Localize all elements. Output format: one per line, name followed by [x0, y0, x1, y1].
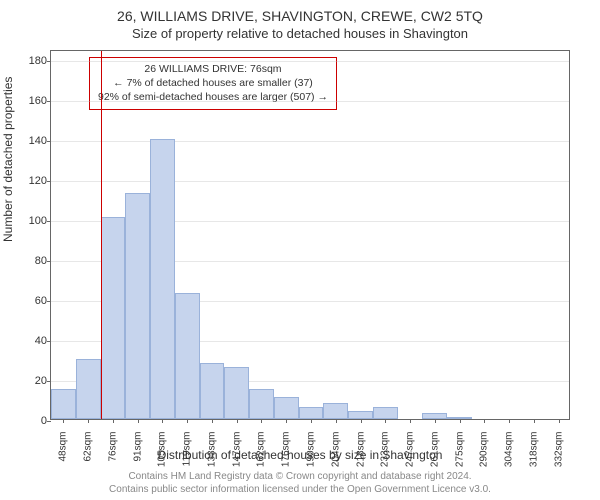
- chart-title-main: 26, WILLIAMS DRIVE, SHAVINGTON, CREWE, C…: [0, 0, 600, 24]
- y-grid-line: [51, 181, 569, 182]
- histogram-bar: [323, 403, 348, 419]
- x-tick-mark: [212, 419, 213, 423]
- x-tick-mark: [410, 419, 411, 423]
- histogram-bar: [274, 397, 299, 419]
- y-tick-label: 80: [19, 255, 47, 267]
- y-tick-label: 140: [19, 135, 47, 147]
- histogram-bar: [299, 407, 324, 419]
- chart-title-sub: Size of property relative to detached ho…: [0, 24, 600, 41]
- y-tick-label: 0: [19, 415, 47, 427]
- chart-plot-area: 26 WILLIAMS DRIVE: 76sqm ← 7% of detache…: [50, 50, 570, 420]
- info-box-line2: ← 7% of detached houses are smaller (37): [98, 76, 328, 90]
- histogram-bar: [76, 359, 101, 419]
- x-axis-label: Distribution of detached houses by size …: [0, 448, 600, 462]
- histogram-bar: [51, 389, 76, 419]
- x-tick-mark: [509, 419, 510, 423]
- y-tick-label: 180: [19, 55, 47, 67]
- info-box-line1: 26 WILLIAMS DRIVE: 76sqm: [98, 62, 328, 76]
- x-tick-mark: [534, 419, 535, 423]
- histogram-bar: [175, 293, 200, 419]
- x-tick-mark: [286, 419, 287, 423]
- histogram-bar: [150, 139, 175, 419]
- x-tick-mark: [261, 419, 262, 423]
- x-tick-mark: [187, 419, 188, 423]
- attribution-line2: Contains public sector information licen…: [0, 483, 600, 496]
- histogram-bar: [200, 363, 225, 419]
- x-tick-mark: [162, 419, 163, 423]
- x-tick-mark: [113, 419, 114, 423]
- attribution-line1: Contains HM Land Registry data © Crown c…: [0, 470, 600, 483]
- x-tick-mark: [484, 419, 485, 423]
- x-tick-mark: [460, 419, 461, 423]
- histogram-bar: [373, 407, 398, 419]
- histogram-bar: [101, 217, 126, 419]
- histogram-bar: [125, 193, 150, 419]
- x-tick-mark: [311, 419, 312, 423]
- x-tick-mark: [88, 419, 89, 423]
- y-tick-label: 60: [19, 295, 47, 307]
- attribution-text: Contains HM Land Registry data © Crown c…: [0, 470, 600, 496]
- y-tick-label: 20: [19, 375, 47, 387]
- y-tick-label: 160: [19, 95, 47, 107]
- x-tick-mark: [361, 419, 362, 423]
- x-tick-mark: [63, 419, 64, 423]
- x-tick-mark: [385, 419, 386, 423]
- y-axis-label: Number of detached properties: [1, 77, 15, 242]
- histogram-bar: [348, 411, 373, 419]
- x-tick-mark: [138, 419, 139, 423]
- x-tick-mark: [336, 419, 337, 423]
- histogram-bar: [224, 367, 249, 419]
- x-tick-mark: [559, 419, 560, 423]
- marker-line: [101, 51, 102, 419]
- histogram-bar: [249, 389, 274, 419]
- y-tick-label: 100: [19, 215, 47, 227]
- y-tick-label: 120: [19, 175, 47, 187]
- chart-container: 26, WILLIAMS DRIVE, SHAVINGTON, CREWE, C…: [0, 0, 600, 500]
- y-tick-mark: [47, 421, 51, 422]
- y-tick-label: 40: [19, 335, 47, 347]
- y-grid-line: [51, 101, 569, 102]
- info-box-line3: 92% of semi-detached houses are larger (…: [98, 90, 328, 104]
- x-tick-mark: [435, 419, 436, 423]
- x-tick-mark: [237, 419, 238, 423]
- y-grid-line: [51, 141, 569, 142]
- y-grid-line: [51, 61, 569, 62]
